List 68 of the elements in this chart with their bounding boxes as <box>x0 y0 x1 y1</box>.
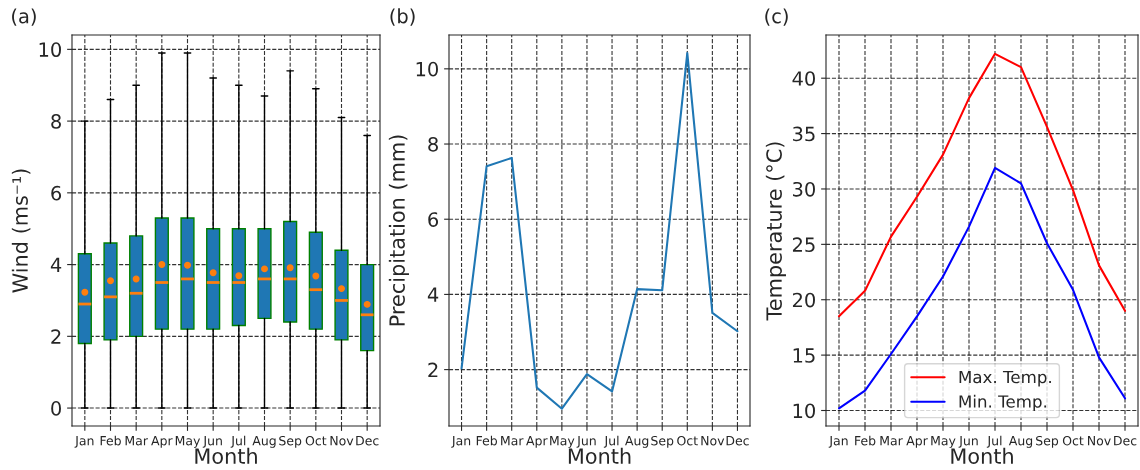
y-axis-title: Wind (ms⁻¹) <box>11 169 31 293</box>
y-tick-label: 40 <box>792 71 815 86</box>
x-tick-label: Mar <box>501 436 524 446</box>
y-tick-label: 10 <box>793 403 815 419</box>
y-tick-label: 8 <box>51 114 61 129</box>
chart-title: (b) <box>390 8 415 26</box>
x-tick-label: Sep <box>651 435 674 448</box>
y-tick-label: 4 <box>50 257 62 272</box>
x-tick-label: Feb <box>476 435 498 446</box>
x-tick-label: Jun <box>576 436 596 448</box>
x-tick-label: Jan <box>74 436 94 448</box>
x-tick-label: Feb <box>100 435 121 446</box>
x-tick-label: Nov <box>330 436 354 446</box>
x-axis-title: Month <box>951 447 1013 464</box>
chart-title: (a) <box>12 8 36 26</box>
x-tick-label: Apr <box>906 436 928 448</box>
x-tick-label: Apr <box>526 436 548 448</box>
x-tick-label: May <box>931 436 956 448</box>
y-tick-label: 25 <box>792 237 815 253</box>
y-tick-label: 2 <box>428 362 438 377</box>
y-axis-title: Precipitation (mm) <box>388 135 409 326</box>
y-tick-label: 35 <box>793 126 815 142</box>
y-tick-label: 2 <box>51 329 61 344</box>
x-tick-label: Sep <box>279 435 302 448</box>
line-series <box>837 52 1127 318</box>
x-axis-title: Month <box>568 447 631 464</box>
x-tick-label: Mar <box>125 436 148 446</box>
legend-label: Max. Temp. <box>959 370 1051 387</box>
x-tick-label: Dec <box>1114 436 1137 446</box>
x-tick-label: Nov <box>1088 436 1111 446</box>
y-tick-label: 15 <box>793 348 815 363</box>
line-series <box>837 166 1127 410</box>
x-tick-label: Jul <box>230 435 246 448</box>
line-series <box>460 52 739 410</box>
x-tick-label: Aug <box>1008 436 1033 448</box>
x-tick-label: Dec <box>726 436 749 446</box>
x-tick-label: Sep <box>1036 435 1059 448</box>
y-tick-label: 20 <box>792 292 815 308</box>
legend-label: Min. Temp. <box>959 394 1047 411</box>
x-tick-label: Oct <box>677 435 698 446</box>
x-tick-label: Feb <box>855 435 876 446</box>
x-tick-label: Jul <box>986 435 1002 448</box>
y-tick-label: 30 <box>793 181 815 197</box>
chart-title: (c) <box>765 8 788 26</box>
x-tick-label: Jun <box>202 436 222 448</box>
x-tick-label: Aug <box>252 436 276 448</box>
y-tick-label: 4 <box>427 287 439 302</box>
x-tick-label: Nov <box>701 436 725 446</box>
x-tick-label: Apr <box>151 436 173 448</box>
y-axis-title: Temperature (°C) <box>765 142 786 321</box>
y-tick-label: 8 <box>428 136 438 152</box>
x-tick-label: Oct <box>1062 435 1084 446</box>
y-tick-label: 6 <box>51 185 62 201</box>
x-tick-label: Jul <box>603 435 619 448</box>
y-tick-label: 10 <box>39 42 61 58</box>
x-tick-label: Aug <box>625 436 649 448</box>
x-tick-label: Oct <box>305 435 327 446</box>
y-tick-label: 6 <box>428 212 439 227</box>
x-tick-label: Mar <box>880 436 903 446</box>
x-tick-label: May <box>175 436 201 448</box>
y-tick-label: 0 <box>51 401 61 416</box>
x-tick-label: Dec <box>356 436 379 446</box>
y-tick-label: 10 <box>416 61 438 77</box>
x-tick-label: Jun <box>958 436 978 448</box>
x-tick-label: Jan <box>451 436 471 448</box>
x-tick-label: Jan <box>828 436 848 448</box>
x-tick-label: May <box>550 436 575 448</box>
x-axis-title: Month <box>195 447 257 464</box>
